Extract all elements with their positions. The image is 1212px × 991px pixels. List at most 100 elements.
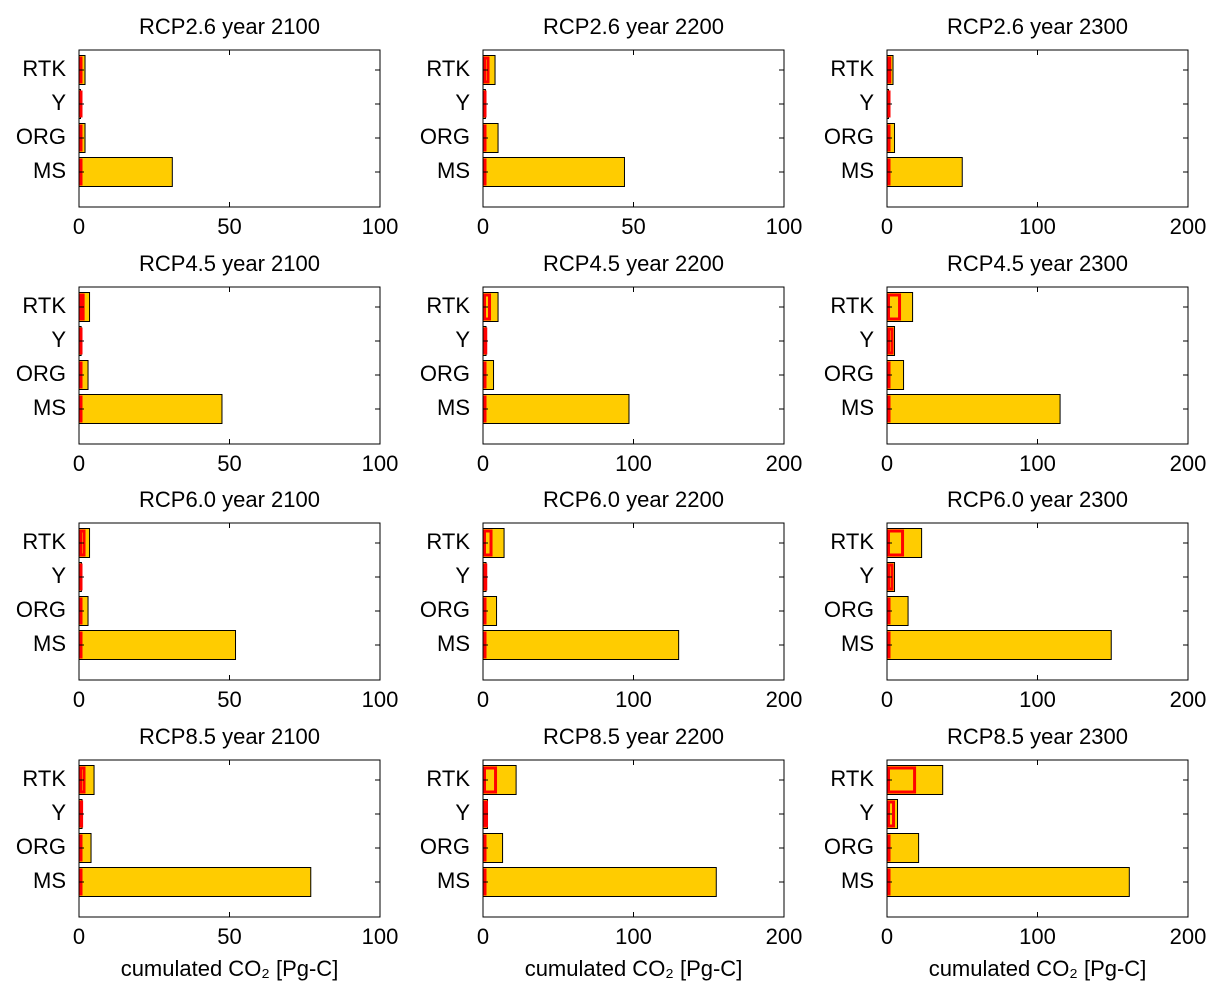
x-tick-label: 100 <box>1019 687 1056 712</box>
x-tick-label: 0 <box>881 451 893 476</box>
subplot: RCP4.5 year 2200 RTK Y ORG MS 0 100 200 <box>420 251 802 476</box>
y-tick-label: Y <box>455 800 470 825</box>
y-tick-label: ORG <box>824 834 874 859</box>
y-tick-label: MS <box>841 868 874 893</box>
y-tick-label: Y <box>51 563 66 588</box>
subplot-title: RCP4.5 year 2200 <box>543 251 724 276</box>
subplot: RCP2.6 year 2300 RTK Y ORG MS 0 100 200 <box>824 14 1206 239</box>
x-tick-label: 100 <box>1019 924 1056 949</box>
subplot: RCP6.0 year 2200 RTK Y ORG MS 0 100 200 <box>420 487 802 712</box>
y-tick-label: MS <box>33 868 66 893</box>
x-tick-label: 200 <box>1170 451 1207 476</box>
x-tick-label: 0 <box>881 214 893 239</box>
x-tick-label: 50 <box>621 214 645 239</box>
bar <box>78 157 173 187</box>
x-tick-label: 0 <box>477 451 489 476</box>
y-tick-label: ORG <box>420 834 470 859</box>
x-tick-label: 50 <box>217 214 241 239</box>
subplot: RCP2.6 year 2100 RTK Y ORG MS 0 50 100 <box>16 14 398 239</box>
bar <box>482 157 625 187</box>
subplot-title: RCP8.5 year 2100 <box>139 724 320 749</box>
y-tick-label: MS <box>33 158 66 183</box>
x-tick-label: 50 <box>217 924 241 949</box>
subplot: RCP8.5 year 2300 RTK Y ORG MS 0 100 200 cumulate… <box>824 724 1206 981</box>
x-axis-label: cumulated CO₂ [Pg-C] <box>121 956 339 981</box>
bar <box>482 394 630 424</box>
subplot-title: RCP8.5 year 2200 <box>543 724 724 749</box>
x-tick-label: 0 <box>477 687 489 712</box>
subplot-title: RCP4.5 year 2100 <box>139 251 320 276</box>
y-tick-label: Y <box>859 800 874 825</box>
x-tick-label: 0 <box>477 924 489 949</box>
y-tick-label: MS <box>437 631 470 656</box>
x-tick-label: 200 <box>766 687 803 712</box>
subplot: RCP6.0 year 2100 RTK Y ORG MS 0 50 100 <box>16 487 398 712</box>
x-tick-label: 0 <box>881 924 893 949</box>
y-tick-label: Y <box>859 90 874 115</box>
subplot-title: RCP6.0 year 2300 <box>947 487 1128 512</box>
bar <box>482 630 680 660</box>
y-tick-label: MS <box>437 868 470 893</box>
y-tick-label: MS <box>33 395 66 420</box>
y-tick-label: Y <box>51 327 66 352</box>
y-tick-label: ORG <box>420 124 470 149</box>
y-tick-label: Y <box>51 90 66 115</box>
bar <box>886 630 1112 660</box>
bar <box>886 528 923 558</box>
x-tick-label: 0 <box>73 924 85 949</box>
y-tick-label: ORG <box>16 361 66 386</box>
y-tick-label: MS <box>841 631 874 656</box>
y-tick-label: Y <box>859 563 874 588</box>
subplot-title: RCP6.0 year 2200 <box>543 487 724 512</box>
y-tick-label: RTK <box>830 766 874 791</box>
x-tick-label: 100 <box>615 451 652 476</box>
bar <box>886 394 1061 424</box>
y-tick-label: RTK <box>22 293 66 318</box>
y-tick-label: RTK <box>22 766 66 791</box>
y-tick-label: ORG <box>16 597 66 622</box>
subplot-title: RCP2.6 year 2300 <box>947 14 1128 39</box>
x-tick-label: 100 <box>362 451 399 476</box>
bar <box>78 867 312 897</box>
x-tick-label: 200 <box>1170 924 1207 949</box>
bar <box>886 867 1130 897</box>
y-tick-label: MS <box>437 395 470 420</box>
y-tick-label: RTK <box>830 293 874 318</box>
y-tick-label: ORG <box>824 124 874 149</box>
y-tick-label: Y <box>455 563 470 588</box>
x-tick-label: 100 <box>766 214 803 239</box>
y-tick-label: Y <box>859 327 874 352</box>
y-tick-label: RTK <box>426 529 470 554</box>
bar <box>78 630 237 660</box>
subplot-title: RCP6.0 year 2100 <box>139 487 320 512</box>
x-axis-label: cumulated CO₂ [Pg-C] <box>525 956 743 981</box>
bar <box>886 157 963 187</box>
subplot-title: RCP2.6 year 2100 <box>139 14 320 39</box>
x-tick-label: 100 <box>362 214 399 239</box>
bar <box>886 833 920 863</box>
subplot-title: RCP8.5 year 2300 <box>947 724 1128 749</box>
x-tick-label: 100 <box>362 687 399 712</box>
y-tick-label: RTK <box>426 56 470 81</box>
x-tick-label: 200 <box>1170 687 1207 712</box>
x-tick-label: 0 <box>477 214 489 239</box>
x-tick-label: 100 <box>362 924 399 949</box>
y-tick-label: MS <box>841 158 874 183</box>
subplot: RCP6.0 year 2300 RTK Y ORG MS 0 100 200 <box>824 487 1206 712</box>
x-tick-label: 100 <box>1019 451 1056 476</box>
y-tick-label: MS <box>437 158 470 183</box>
subplot: RCP8.5 year 2100 RTK Y ORG MS 0 50 100 cumulated… <box>16 724 398 981</box>
x-tick-label: 200 <box>1170 214 1207 239</box>
subplot: RCP4.5 year 2100 RTK Y ORG MS 0 50 100 <box>16 251 398 476</box>
x-tick-label: 0 <box>73 214 85 239</box>
x-tick-label: 0 <box>73 451 85 476</box>
bar <box>78 394 223 424</box>
x-tick-label: 200 <box>766 924 803 949</box>
x-axis-label: cumulated CO₂ [Pg-C] <box>929 956 1147 981</box>
subplot: RCP2.6 year 2200 RTK Y ORG MS 0 50 100 <box>420 14 802 239</box>
x-tick-label: 200 <box>766 451 803 476</box>
x-tick-label: 50 <box>217 451 241 476</box>
y-tick-label: RTK <box>830 529 874 554</box>
y-tick-label: RTK <box>426 766 470 791</box>
